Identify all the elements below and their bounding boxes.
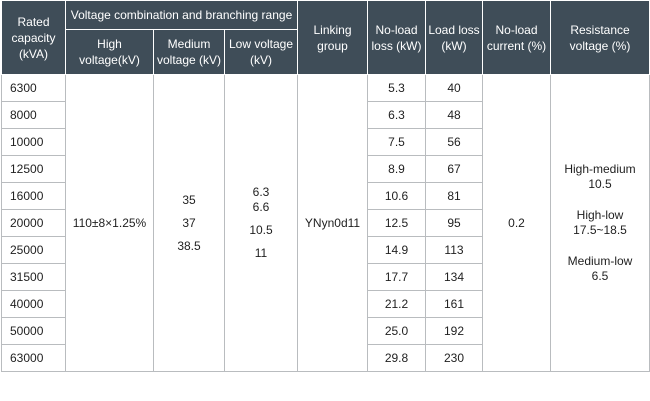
resistance-value: 17.5~18.5 (573, 223, 627, 237)
capacity-cell: 50000 (1, 317, 66, 345)
capacity-cell: 40000 (1, 290, 66, 318)
table-row: 12500 8.9 67 (1, 155, 650, 183)
medium-voltage-cell: 35 37 38.5 (153, 74, 225, 372)
header-row-sub: High voltage(kV) Medium voltage (kV) Low… (2, 29, 650, 75)
header-low-voltage: Low voltage (kV) (224, 29, 298, 75)
low-voltage-value: 11 (254, 246, 268, 260)
no-load-loss-cell: 6.3 (367, 101, 426, 129)
no-load-loss-cell: 10.6 (367, 182, 426, 210)
capacity-cell: 16000 (1, 182, 66, 210)
no-load-loss-cell: 5.3 (367, 74, 426, 102)
medium-voltage-value: 35 (182, 192, 196, 207)
load-loss-cell: 95 (425, 209, 483, 237)
table-row: 20000 12.5 95 (1, 209, 650, 237)
resistance-voltage-cell: High-medium 10.5 High-low 17.5~18.5 Medi… (550, 74, 650, 372)
load-loss-cell: 113 (425, 236, 483, 264)
table-row: 10000 7.5 56 (1, 128, 650, 156)
table-row: 6300 110±8×1.25% 35 37 38.5 6.3 6.6 10.5… (1, 74, 650, 372)
high-voltage-cell: 110±8×1.25% (65, 74, 154, 372)
table-row: 63000 29.8 230 (1, 344, 650, 372)
load-loss-cell: 161 (425, 290, 483, 318)
capacity-cell: 31500 (1, 263, 66, 291)
capacity-cell: 6300 (1, 74, 66, 102)
no-load-loss-cell: 17.7 (367, 263, 426, 291)
capacity-cell: 25000 (1, 236, 66, 264)
no-load-loss-cell: 7.5 (367, 128, 426, 156)
header-resistance-voltage: Resistance voltage (%) (550, 0, 650, 75)
header-voltage-combination: Voltage combination and branching range (65, 0, 298, 30)
capacity-cell: 8000 (1, 101, 66, 129)
load-loss-cell: 48 (425, 101, 483, 129)
capacity-cell: 10000 (1, 128, 66, 156)
header-row-top: Rated capacity (kVA) Voltage combination… (1, 0, 650, 75)
resistance-label: High-medium (564, 162, 636, 176)
no-load-loss-cell: 25.0 (367, 317, 426, 345)
load-loss-cell: 56 (425, 128, 483, 156)
load-loss-cell: 134 (425, 263, 483, 291)
low-voltage-value: 6.3 (252, 185, 270, 199)
medium-voltage-value: 37 (182, 215, 196, 230)
load-loss-cell: 40 (425, 74, 483, 102)
linking-group-cell: YNyn0d11 (297, 74, 368, 372)
no-load-loss-cell: 29.8 (367, 344, 426, 372)
load-loss-cell: 230 (425, 344, 483, 372)
no-load-loss-cell: 21.2 (367, 290, 426, 318)
table-row: 16000 10.6 81 (1, 182, 650, 210)
no-load-current-cell: 0.2 (482, 74, 551, 372)
no-load-loss-cell: 14.9 (367, 236, 426, 264)
resistance-value: 6.5 (591, 269, 609, 283)
low-voltage-value: 10.5 (249, 223, 273, 237)
header-no-load-current: No-load current (%) (482, 0, 551, 75)
resistance-value: 10.5 (588, 177, 612, 191)
no-load-loss-cell: 12.5 (367, 209, 426, 237)
low-voltage-value: 6.6 (252, 200, 270, 214)
capacity-cell: 12500 (1, 155, 66, 183)
header-load-loss: Load loss (kW) (425, 0, 483, 75)
table-row: 25000 14.9 113 (1, 236, 650, 264)
header-high-voltage: High voltage(kV) (65, 29, 154, 75)
header-medium-voltage: Medium voltage (kV) (153, 29, 225, 75)
capacity-cell: 20000 (1, 209, 66, 237)
resistance-label: High-low (576, 208, 624, 222)
header-no-load-loss: No-load loss (kW) (367, 0, 426, 75)
low-voltage-cell: 6.3 6.6 10.5 11 (224, 74, 298, 372)
load-loss-cell: 67 (425, 155, 483, 183)
medium-voltage-value: 38.5 (177, 238, 201, 253)
capacity-cell: 63000 (1, 344, 66, 372)
no-load-loss-cell: 8.9 (367, 155, 426, 183)
table-row: 50000 25.0 192 (1, 317, 650, 345)
resistance-label: Medium-low (567, 254, 633, 268)
transformer-spec-table: Rated capacity (kVA) Voltage combination… (1, 0, 650, 372)
load-loss-cell: 192 (425, 317, 483, 345)
header-linking-group: Linking group (297, 0, 368, 75)
header-rated-capacity: Rated capacity (kVA) (1, 0, 66, 75)
load-loss-cell: 81 (425, 182, 483, 210)
